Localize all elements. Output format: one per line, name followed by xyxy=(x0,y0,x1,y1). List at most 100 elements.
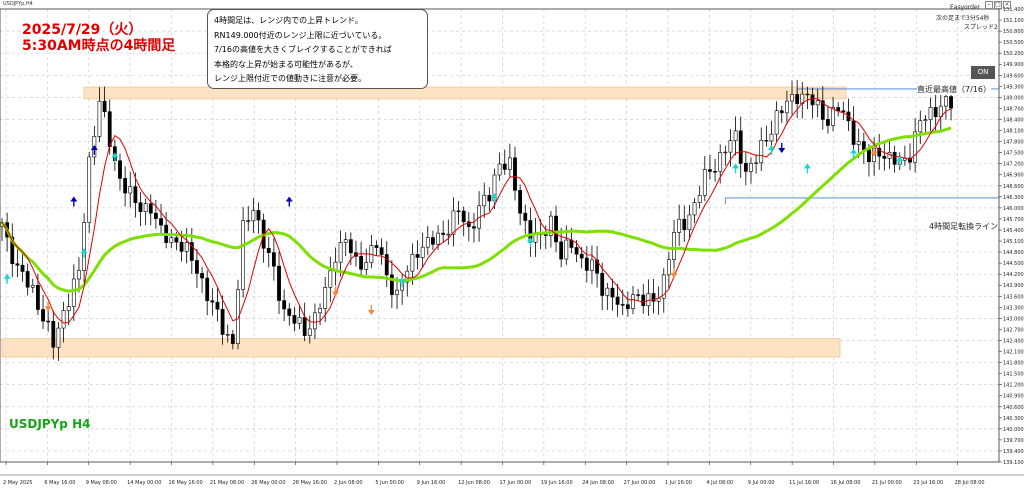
y-tick-label: 139.100 xyxy=(1003,460,1024,466)
y-tick-label: 145.700 xyxy=(1003,217,1024,223)
candle-body xyxy=(230,334,235,344)
x-tick-label: 4 Jul 08:00 xyxy=(706,480,733,486)
candle-body xyxy=(790,94,794,102)
plot-frame xyxy=(0,8,1000,463)
minimize-icon[interactable]: – xyxy=(985,1,993,9)
buy-arrow xyxy=(490,192,498,203)
candle-body xyxy=(666,259,671,276)
candle-body xyxy=(820,100,825,120)
x-tick-label: 23 Jul 16:00 xyxy=(913,480,943,486)
candle-body xyxy=(328,270,333,288)
buy-arrow xyxy=(398,277,406,288)
y-tick-label: 146.600 xyxy=(1003,184,1024,190)
candle-body xyxy=(287,308,292,316)
candle-body xyxy=(856,141,861,145)
y-tick-label: 140.300 xyxy=(1003,416,1024,422)
y-tick-label: 148.700 xyxy=(1003,106,1024,112)
y-tick-label: 150.500 xyxy=(1003,40,1024,46)
candle-body xyxy=(559,241,564,260)
candle-body xyxy=(241,220,246,290)
candle-body xyxy=(246,220,251,222)
candle-body xyxy=(97,100,102,137)
candle-body xyxy=(313,312,317,330)
candle-body xyxy=(805,93,810,96)
candle-body xyxy=(102,100,107,112)
zone-range-lower xyxy=(1,338,841,358)
date-title-line1: 2025/7/29（火） xyxy=(22,22,143,38)
y-tick-label: 149.300 xyxy=(1003,84,1024,90)
candle-body xyxy=(25,271,30,288)
candle-body xyxy=(615,296,620,305)
y-tick-label: 151.400 xyxy=(1003,7,1024,13)
maximize-icon[interactable]: □ xyxy=(994,1,1002,9)
y-tick-label: 144.500 xyxy=(1003,261,1024,267)
candle-body xyxy=(502,163,507,170)
close-icon[interactable]: × xyxy=(1003,1,1011,9)
candle-body xyxy=(728,140,733,153)
candle-body xyxy=(20,264,25,272)
turn-line-label: 4時間足転換ライン xyxy=(929,221,999,232)
candle-body xyxy=(625,304,630,309)
candle-body xyxy=(933,107,938,117)
sell-arrow xyxy=(331,286,339,297)
candle-body xyxy=(271,252,276,267)
candle-body xyxy=(15,263,20,266)
on-button[interactable]: ON xyxy=(971,66,995,79)
ma-short-line xyxy=(1,98,952,324)
date-title: 2025/7/29（火） 5:30AM時点の4時間足 xyxy=(22,22,175,54)
y-tick-label: 149.000 xyxy=(1003,95,1024,101)
candle-body xyxy=(482,194,487,207)
buy-arrow-head xyxy=(768,144,775,150)
sell-arrow xyxy=(44,301,52,312)
candle-body xyxy=(882,155,887,159)
buy-arrow-head xyxy=(80,248,88,254)
date-title-line2: 5:30AM時点の4時間足 xyxy=(22,38,176,54)
candle-body xyxy=(154,212,158,219)
candle-body xyxy=(143,203,148,213)
candle-body xyxy=(487,194,492,202)
candle-body xyxy=(815,100,820,106)
candle-body xyxy=(810,94,815,106)
moving-averages xyxy=(0,98,952,324)
sell-arrow-head xyxy=(331,291,339,297)
buy-arrow-strong xyxy=(285,196,293,207)
x-tick-label: 1 Jul 16:00 xyxy=(665,480,692,486)
y-tick-label: 147.200 xyxy=(1003,162,1024,168)
candle-body xyxy=(472,226,476,229)
candle-body xyxy=(77,270,81,280)
buy-arrow-head xyxy=(490,192,498,198)
candle-body xyxy=(574,247,579,255)
x-tick-label: 27 Jun 00:00 xyxy=(624,480,656,486)
candle-body xyxy=(738,130,743,164)
buy-arrow xyxy=(111,152,119,163)
candle-body xyxy=(343,239,348,243)
candle-body xyxy=(672,232,676,260)
candle-body xyxy=(71,278,76,307)
y-tick-label: 142.700 xyxy=(1003,327,1024,333)
candle-body xyxy=(584,257,589,271)
sell-arrow-head xyxy=(44,306,52,312)
y-tick-label: 143.600 xyxy=(1003,294,1024,300)
buy-arrow xyxy=(732,163,740,174)
x-tick-label: 5 Jun 00:00 xyxy=(375,480,404,486)
y-tick-label: 149.900 xyxy=(1003,62,1024,68)
y-tick-label: 144.200 xyxy=(1003,272,1024,278)
y-tick-label: 146.300 xyxy=(1003,195,1024,201)
candle-body xyxy=(861,141,866,151)
candle-body xyxy=(784,100,789,114)
candle-body xyxy=(436,232,440,245)
y-tick-label: 147.500 xyxy=(1003,151,1024,157)
note-line: 本格的な上昇が始まる可能性があるが、 xyxy=(214,59,358,69)
candle-body xyxy=(374,245,379,248)
buy-arrow xyxy=(803,163,811,174)
buy-arrow-strong xyxy=(90,144,98,155)
candle-body xyxy=(148,203,153,214)
candle-body xyxy=(56,327,61,348)
candle-body xyxy=(523,212,528,221)
buy-arrow-head xyxy=(526,237,534,243)
buy-arrow xyxy=(3,273,11,284)
x-tick-label: 6 May 16:00 xyxy=(44,480,75,486)
buy-arrow-head xyxy=(732,163,740,169)
buy-arrow xyxy=(526,237,534,248)
